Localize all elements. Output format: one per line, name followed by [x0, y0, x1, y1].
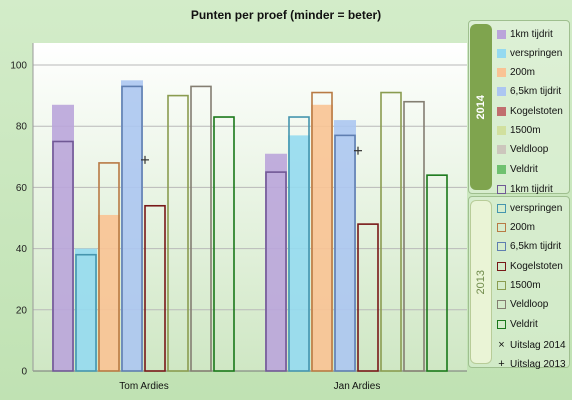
legend-item-uitslag-2013: + Uitslag 2013: [497, 356, 572, 372]
legend-band-2014-label: 2014: [475, 94, 487, 120]
legend-swatch: [497, 106, 506, 116]
bar-2014-6-5km-tijdrit-jan-ardies: [334, 120, 356, 371]
legend-swatch: [497, 319, 506, 329]
bar-2013-verspringen-jan-ardies: [288, 116, 310, 372]
legend-item-2014-1km-tijdrit: 1km tijdrit: [497, 26, 572, 42]
y-tick-label: 60: [16, 183, 28, 194]
legend-swatch: [497, 281, 506, 290]
legend-label: Uitslag 2013: [510, 358, 566, 370]
bar-2014-1km-tijdrit-tom-ardies: [52, 104, 74, 371]
legend-label: Kogelstoten: [510, 105, 563, 117]
legend-label: 1km tijdrit: [510, 28, 553, 40]
legend-label: verspringen: [510, 202, 563, 214]
bar-2014-6-5km-tijdrit-tom-ardies: [121, 80, 143, 372]
legend-item-uitslag-2014: × Uitslag 2014: [497, 337, 572, 353]
legend-label: 6,5km tijdrit: [510, 241, 562, 253]
legend-item-2013-veldrit: Veldrit: [497, 316, 572, 332]
legend-item-2013-veldloop: Veldloop: [497, 297, 572, 313]
legend-label: 200m: [510, 67, 536, 79]
bar-2013-veldrit-tom-ardies: [213, 116, 235, 372]
legend-swatch: [497, 261, 506, 271]
legend-label: Uitslag 2014: [510, 339, 566, 351]
legend-item-2013-1km-tijdrit: 1km tijdrit: [497, 181, 572, 197]
bar-2014-200m-tom-ardies: [98, 214, 120, 371]
legend-swatch: [497, 126, 506, 135]
bar-2013-6-5km-tijdrit-tom-ardies: [121, 85, 143, 372]
legend-swatch: [497, 87, 506, 97]
x-category-label: Jan Ardies: [334, 381, 381, 392]
legend-marker-icon: +: [498, 357, 505, 370]
chart-title: Punten per proef (minder = beter): [190, 8, 382, 22]
legend-swatch: [497, 29, 506, 39]
legend-label: Veldrit: [510, 318, 538, 330]
legend-swatch: [497, 145, 506, 155]
legend-item-2013-verspringen: verspringen: [497, 200, 572, 216]
legend-label: 1km tijdrit: [510, 183, 553, 195]
y-tick-label: 0: [21, 367, 27, 378]
bar-2013-kogelstoten-jan-ardies: [357, 223, 379, 372]
legend-label: Veldloop: [510, 299, 549, 311]
bar-2014-200m-jan-ardies: [311, 104, 333, 371]
legend-label: Kogelstoten: [510, 260, 563, 272]
y-tick-label: 100: [10, 61, 27, 72]
legend-item-2014-veldloop: Veldloop: [497, 142, 572, 158]
legend-item-2013-1500m: 1500m: [497, 278, 572, 294]
legend-band-2013: 2013: [470, 200, 492, 364]
legend-item-2013-200m: 200m: [497, 220, 572, 236]
bar-2013-veldloop-tom-ardies: [190, 85, 212, 372]
legend-swatch: [497, 242, 506, 252]
legend-label: 6,5km tijdrit: [510, 86, 562, 98]
bar-2013-6-5km-tijdrit-jan-ardies: [334, 134, 356, 372]
bar-2013-verspringen-tom-ardies: [75, 253, 97, 372]
legend-label: verspringen: [510, 47, 563, 59]
legend-swatch: [497, 164, 506, 174]
bar-2013-veldloop-jan-ardies: [403, 100, 425, 372]
bar-2013-200m-jan-ardies: [311, 91, 333, 372]
bar-2014-verspringen-jan-ardies: [288, 135, 310, 371]
legend-item-2014-veldrit: Veldrit: [497, 161, 572, 177]
y-tick-label: 80: [16, 122, 28, 133]
bar-2013-200m-tom-ardies: [98, 162, 120, 372]
legend-swatch: [497, 48, 506, 58]
legend-label: Veldloop: [510, 144, 549, 156]
bar-2013-1km-tijdrit-tom-ardies: [52, 140, 74, 372]
bar-2014-1km-tijdrit-jan-ardies: [265, 153, 287, 371]
bar-2013-kogelstoten-tom-ardies: [144, 204, 166, 372]
legend-item-2013-6-5km-tijdrit: 6,5km tijdrit: [497, 239, 572, 255]
y-tick-label: 20: [16, 305, 28, 316]
y-tick-label: 40: [16, 244, 28, 255]
legend-label: 200m: [510, 222, 536, 234]
legend-label: 1500m: [510, 280, 541, 291]
legend-swatch: [497, 184, 506, 194]
bar-2013-1km-tijdrit-jan-ardies: [265, 171, 287, 372]
bar-2013-1500m-tom-ardies: [167, 94, 189, 372]
legend-item-2014-verspringen: verspringen: [497, 45, 572, 61]
legend-swatch: [497, 68, 506, 78]
legend-band-2014: 2014: [470, 24, 492, 190]
legend-swatch: [497, 300, 506, 310]
bar-2013-1500m-jan-ardies: [380, 91, 402, 372]
legend-label: Veldrit: [510, 163, 538, 175]
legend-band-2013-label: 2013: [475, 269, 487, 295]
legend-swatch: [497, 223, 506, 233]
legend-swatch: [497, 203, 506, 213]
bar-2014-verspringen-tom-ardies: [75, 248, 97, 371]
legend-item-2014-1500m: 1500m: [497, 123, 572, 139]
bar-2013-veldrit-jan-ardies: [426, 174, 448, 372]
legend-label: 1500m: [510, 125, 541, 136]
legend-item-2014-kogelstoten: Kogelstoten: [497, 103, 572, 119]
legend-item-2014-200m: 200m: [497, 65, 572, 81]
legend-item-2013-kogelstoten: Kogelstoten: [497, 258, 572, 274]
legend-item-2014-6-5km-tijdrit: 6,5km tijdrit: [497, 84, 572, 100]
x-category-label: Tom Ardies: [119, 381, 168, 392]
legend-marker-icon: ×: [498, 338, 505, 351]
